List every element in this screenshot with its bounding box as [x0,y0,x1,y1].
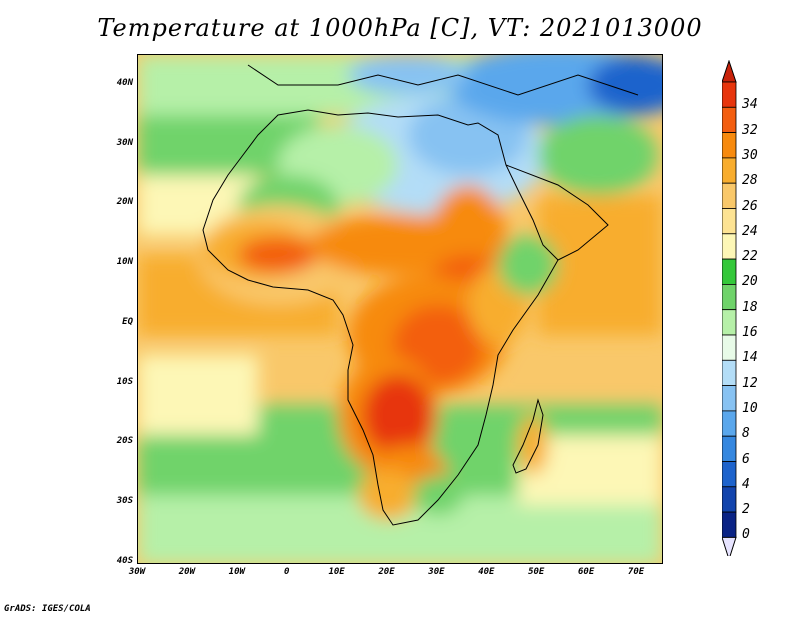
coastline [202,109,559,526]
latitude-label: 40N [116,77,133,88]
map-title: Temperature at 1000hPa [C], VT: 20210130… [97,14,703,42]
colorbar-label: 4 [742,476,750,492]
longitude-label: 20E [378,567,395,577]
longitude-label: 0 [283,567,290,577]
colorbar-label: 8 [742,426,750,442]
longitude-label: 70E [627,567,645,577]
latitude-label: EQ [122,316,133,327]
colorbar-label: 2 [742,502,750,518]
colorbar-under-triangle [722,536,737,556]
colorbar-segment [722,461,737,488]
colorbar-label: 16 [742,325,758,340]
europe-outline [247,64,639,96]
latitude-label: 30N [116,137,133,148]
colorbar-segment [722,309,737,336]
temperature-field [138,55,662,563]
colorbar-label: 0 [742,527,750,543]
colorbar-label: 22 [742,249,758,265]
colorbar-segment [722,283,737,311]
madagascar-outline [512,398,544,474]
latitude-label: 10S [116,376,133,387]
colorbar-segment [722,258,737,285]
longitude-label: 60E [578,567,595,577]
latitude-label: 10N [116,257,133,268]
temperature-map [137,54,663,564]
colorbar-segment [722,157,737,184]
colorbar-segment [722,410,737,437]
longitude-label: 10W [228,567,245,577]
longitude-label: 40E [478,567,495,577]
colorbar [722,60,737,556]
colorbar-label: 28 [742,173,758,189]
colorbar-segment [722,435,737,462]
colorbar-label: 24 [742,223,758,239]
colorbar-segment [722,359,737,386]
colorbar-label: 30 [742,147,758,163]
latitude-label: 40S [116,556,133,566]
colorbar-label: 14 [742,350,758,366]
colorbar-segment [722,182,737,209]
colorbar-segment [722,334,737,361]
colorbar-segment [722,81,737,108]
credit-text: GrADS: IGES/COLA [4,604,91,614]
longitude-label: 10E [328,567,345,577]
latitude-label: 20N [116,197,133,208]
colorbar-label: 10 [742,400,758,416]
colorbar-label: 12 [742,375,758,391]
colorbar-label: 6 [742,451,750,467]
arabia-outline [505,164,609,261]
colorbar-segment [722,486,737,513]
latitude-label: 20S [116,436,133,447]
colorbar-segment [722,208,737,235]
colorbar-label: 26 [742,198,758,214]
colorbar-label: 18 [742,299,758,315]
colorbar-segment [722,233,737,260]
colorbar-segment [722,385,737,412]
colorbar-over-triangle [722,60,737,83]
longitude-label: 50E [528,567,545,577]
colorbar-label: 34 [742,97,758,113]
longitude-label: 30E [428,567,445,577]
longitude-label: 20W [178,567,196,577]
colorbar-segment [722,106,737,133]
colorbar-label: 20 [742,274,758,290]
latitude-label: 30S [116,496,133,507]
colorbar-label: 32 [742,122,758,138]
longitude-label: 30W [128,567,146,577]
colorbar-segment [722,132,737,159]
colorbar-segment [722,511,737,538]
